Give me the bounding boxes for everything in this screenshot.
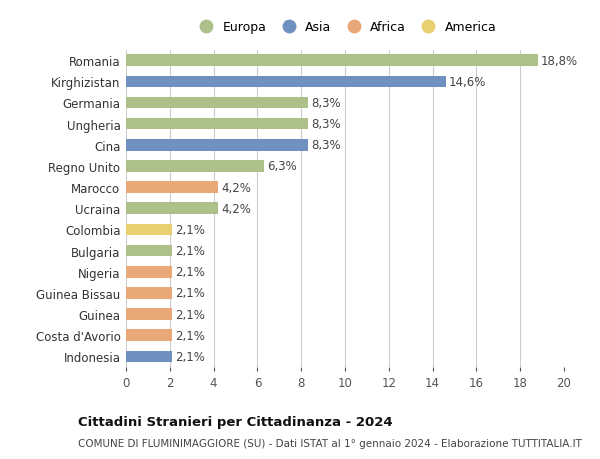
Text: 8,3%: 8,3% [311,118,341,131]
Bar [126,266,172,278]
Bar [126,118,308,130]
Bar [126,287,172,299]
Text: 2,1%: 2,1% [175,308,205,321]
Text: COMUNE DI FLUMINIMAGGIORE (SU) - Dati ISTAT al 1° gennaio 2024 - Elaborazione TU: COMUNE DI FLUMINIMAGGIORE (SU) - Dati IS… [78,438,582,448]
Bar [126,76,446,88]
Text: 14,6%: 14,6% [449,76,487,89]
Text: 2,1%: 2,1% [175,329,205,342]
Text: 4,2%: 4,2% [221,181,251,194]
Text: 2,1%: 2,1% [175,224,205,236]
Text: 4,2%: 4,2% [221,202,251,215]
Legend: Europa, Asia, Africa, America: Europa, Asia, Africa, America [191,19,499,37]
Text: 2,1%: 2,1% [175,350,205,363]
Text: Cittadini Stranieri per Cittadinanza - 2024: Cittadini Stranieri per Cittadinanza - 2… [78,415,392,428]
Text: 2,1%: 2,1% [175,245,205,257]
Bar [126,140,308,151]
Bar [126,224,172,236]
Bar [126,97,308,109]
Text: 2,1%: 2,1% [175,287,205,300]
Text: 8,3%: 8,3% [311,97,341,110]
Bar [126,182,218,194]
Bar [126,308,172,320]
Text: 18,8%: 18,8% [541,55,578,67]
Text: 2,1%: 2,1% [175,266,205,279]
Text: 6,3%: 6,3% [267,160,297,173]
Bar [126,55,538,67]
Bar [126,330,172,341]
Bar [126,161,264,173]
Text: 8,3%: 8,3% [311,139,341,152]
Bar [126,245,172,257]
Bar [126,351,172,363]
Bar [126,203,218,215]
